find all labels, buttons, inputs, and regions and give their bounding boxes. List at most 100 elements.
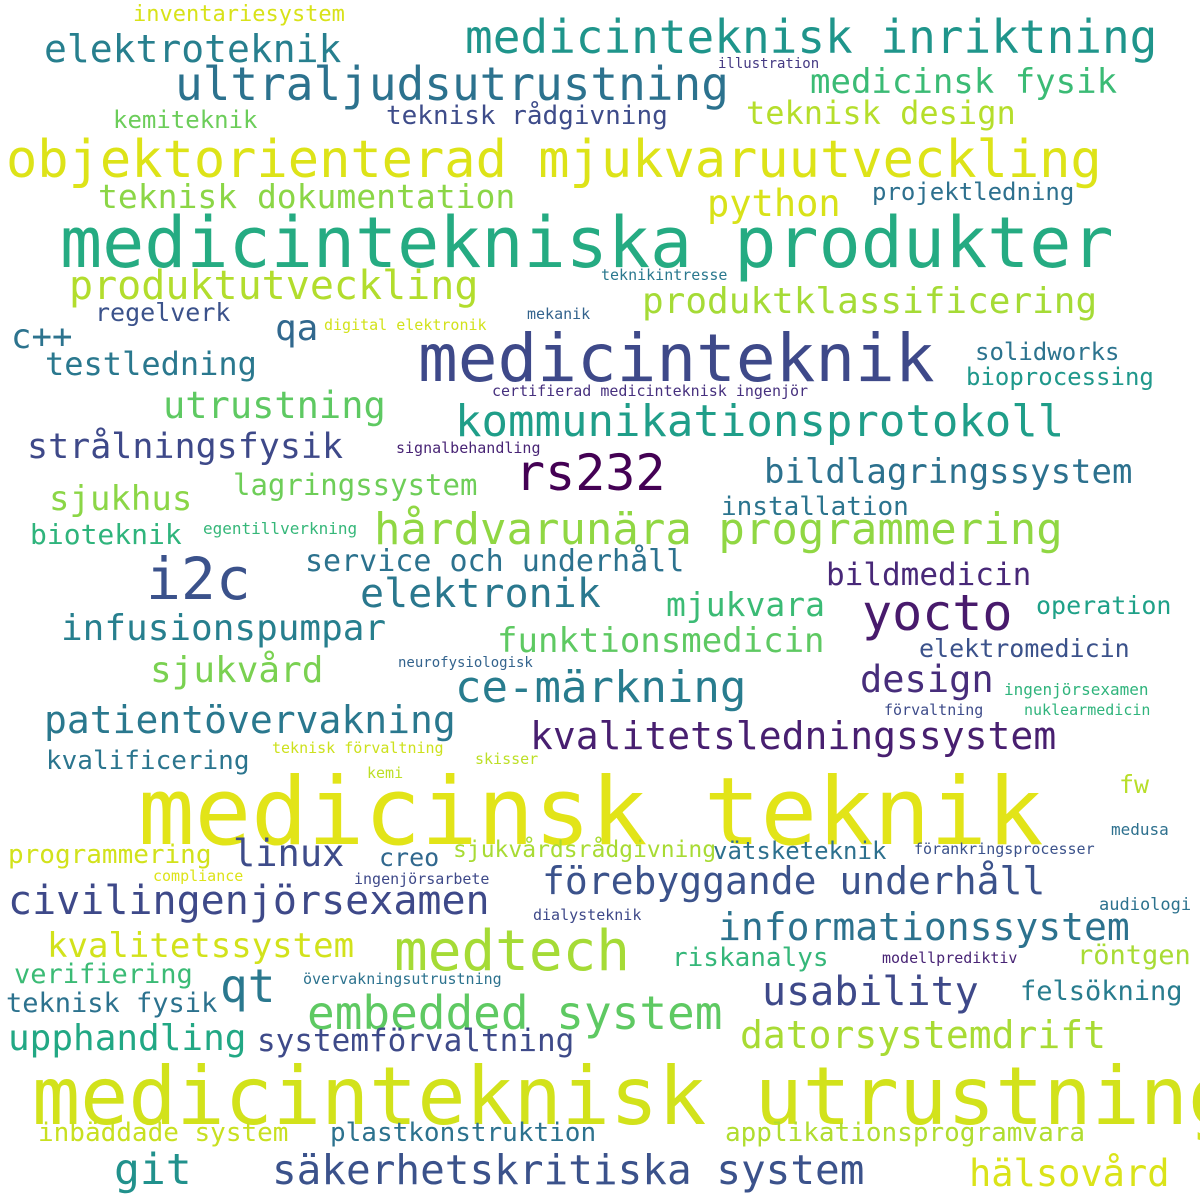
word: bildmedicin — [826, 557, 1032, 593]
word: vätsketeknik — [713, 837, 887, 865]
word: medicinsk fysik — [810, 62, 1118, 102]
word: neurofysiologisk — [398, 655, 533, 671]
word: kemiteknik — [113, 106, 258, 134]
word: sjukhus — [49, 479, 193, 519]
word: kvalitetsledningssystem — [530, 714, 1057, 758]
word: systemförvaltning — [257, 1023, 575, 1059]
word: bioteknik — [30, 518, 182, 551]
word: mekanik — [527, 305, 591, 323]
word: inventariesystem — [133, 2, 345, 27]
word: modellprediktiv — [882, 949, 1018, 967]
word: illustration — [718, 56, 820, 72]
word: produktutveckling — [69, 263, 479, 309]
word: ingenjörsexamen — [1004, 680, 1149, 699]
word: medtech — [394, 919, 631, 984]
word: ingenjörsarbete — [354, 870, 490, 888]
word: git — [114, 1145, 192, 1195]
word: operation — [1036, 591, 1172, 620]
word: förankringsprocesser — [914, 840, 1095, 858]
word: medicintekniska produkter — [60, 202, 1114, 284]
word: teknisk fysik — [6, 988, 218, 1019]
word: creo — [379, 843, 440, 872]
word: digital elektronik — [324, 316, 487, 334]
word: plastkonstruktion — [330, 1118, 597, 1148]
word: medicinteknik — [418, 320, 935, 397]
word: hälsovård — [969, 1152, 1170, 1195]
word: felsökning — [1020, 976, 1183, 1007]
word: teknisk rådgivning — [386, 101, 668, 131]
word: mjukvara — [666, 585, 825, 624]
word: kommunikationsprotokoll — [455, 396, 1065, 447]
word: bioprocessing — [966, 363, 1154, 391]
word: installation — [721, 492, 909, 522]
word: ce-märkning — [455, 662, 747, 713]
word: säkerhetskritiska system — [272, 1146, 865, 1194]
word: teknikintresse — [601, 266, 728, 284]
word: sjukvårdsrådgivning — [453, 837, 717, 863]
word: verifiering — [14, 959, 193, 990]
word: civilingenjörsexamen — [8, 878, 490, 924]
word: elektromedicin — [919, 634, 1130, 663]
word: medicinteknisk utrustning — [32, 1050, 1200, 1143]
word: yocto — [862, 584, 1013, 642]
word: kvalificering — [46, 746, 250, 776]
word: projektledning — [872, 178, 1075, 206]
word: kvalitetssystem — [47, 926, 355, 966]
word: medusa — [1111, 820, 1169, 839]
word: medicinsk teknik — [138, 758, 1044, 867]
word: solidworks — [975, 338, 1120, 366]
word: compliance — [153, 867, 244, 885]
word: ultraljudsutrustning — [175, 57, 729, 111]
word: python — [707, 182, 841, 225]
word: förebyggande underhåll — [542, 859, 1046, 903]
word: datorsystemdrift — [740, 1013, 1107, 1057]
word: dialysteknik — [533, 906, 642, 924]
word: lagringssystem — [233, 468, 478, 502]
word: upphandling — [8, 1018, 247, 1059]
word: teknisk förvaltning — [272, 739, 444, 757]
word: rs232 — [515, 444, 666, 502]
word: bildlagringssystem — [764, 452, 1133, 492]
word: fw — [1119, 770, 1150, 799]
word: elektroteknik — [44, 27, 342, 71]
word: service och underhåll — [305, 544, 685, 579]
word: teknisk dokumentation — [98, 177, 516, 216]
word: c++ — [11, 317, 73, 357]
word: testledning — [45, 345, 257, 383]
word: i2c — [146, 545, 251, 613]
word: egentillverkning — [203, 519, 358, 538]
word: hårdvarunära programmering — [374, 504, 1063, 555]
word: inbäddade system — [38, 1118, 289, 1148]
word: embedded system — [307, 986, 723, 1040]
word: förvaltning — [884, 701, 984, 719]
word: strålningsfysik — [27, 427, 344, 467]
word: qt — [220, 959, 276, 1013]
word: skisser — [475, 750, 539, 768]
word: design — [860, 658, 994, 701]
word: medicinteknisk inriktning — [465, 10, 1158, 64]
word: programmering — [8, 840, 212, 870]
word: objektorienterad mjukvaruutveckling — [6, 130, 1102, 190]
word: produktklassificering — [642, 281, 1098, 322]
word: teknisk design — [746, 94, 1016, 132]
word: informationssystem — [718, 905, 1130, 949]
word: nuklearmedicin — [1024, 701, 1151, 719]
word: utrustning — [163, 384, 386, 427]
word: elektronik — [360, 571, 601, 617]
word: regelverk — [95, 298, 231, 327]
word: qa — [275, 308, 319, 349]
word: övervakningsutrustning — [303, 970, 502, 988]
word: riskanalys — [672, 943, 829, 973]
word: infusionspumpar — [61, 608, 387, 649]
word: patientövervakning — [44, 698, 456, 742]
word: signalbehandling — [396, 439, 541, 457]
word: linux — [233, 832, 345, 875]
word: kemi — [367, 764, 404, 782]
word: sjukvård — [150, 650, 324, 691]
word: röntgen — [1077, 940, 1191, 971]
word: funktionsmedicin — [497, 621, 825, 661]
word: applikationsprogramvara — [725, 1118, 1086, 1148]
word: usability — [762, 969, 979, 1015]
word: audiologi — [1099, 895, 1192, 915]
